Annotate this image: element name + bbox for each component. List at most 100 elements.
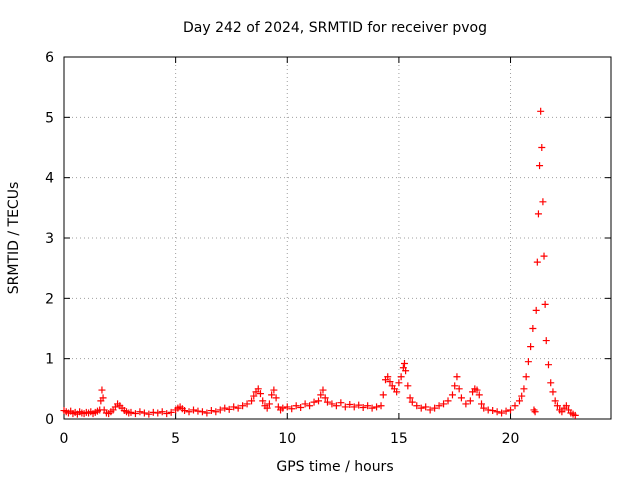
- data-point: [402, 367, 410, 375]
- data-point: [154, 409, 162, 417]
- data-point: [530, 406, 538, 414]
- data-point: [571, 411, 579, 419]
- data-point: [475, 391, 483, 399]
- data-point: [440, 400, 448, 408]
- data-point: [422, 403, 430, 411]
- data-point: [321, 394, 329, 402]
- data-point: [270, 386, 278, 394]
- data-point: [462, 400, 470, 408]
- data-point: [272, 394, 280, 402]
- data-point: [355, 401, 363, 409]
- data-point: [404, 382, 412, 390]
- data-point: [536, 162, 544, 170]
- data-point: [532, 306, 540, 314]
- x-axis-label: GPS time / hours: [276, 459, 393, 475]
- data-point: [417, 404, 425, 412]
- chart-title: Day 242 of 2024, SRMTID for receiver pvo…: [183, 20, 487, 36]
- data-point: [306, 402, 314, 410]
- data-point: [254, 385, 262, 393]
- data-point: [540, 252, 548, 260]
- data-point: [315, 397, 323, 405]
- data-point: [498, 409, 506, 417]
- y-tick-label: 3: [45, 231, 54, 247]
- data-point: [558, 408, 566, 416]
- data-point: [386, 378, 394, 386]
- data-point: [431, 404, 439, 412]
- data-point: [310, 398, 318, 406]
- data-point: [127, 408, 135, 416]
- data-point: [466, 397, 474, 405]
- data-point: [406, 394, 414, 402]
- data-point: [216, 406, 224, 414]
- data-point: [256, 390, 264, 398]
- data-point: [259, 397, 267, 405]
- x-tick-label: 0: [60, 431, 69, 447]
- data-point: [426, 406, 434, 414]
- data-point: [489, 407, 497, 415]
- data-point: [350, 403, 358, 411]
- data-point: [397, 373, 405, 381]
- data-point: [377, 402, 385, 410]
- data-point: [520, 385, 528, 393]
- data-point: [337, 399, 345, 407]
- data-point: [341, 403, 349, 411]
- data-point: [181, 407, 189, 415]
- data-point: [279, 404, 287, 412]
- data-point: [531, 408, 539, 416]
- data-point: [234, 404, 242, 412]
- data-point: [553, 402, 561, 410]
- data-point: [534, 210, 542, 218]
- data-point: [323, 398, 331, 406]
- data-point: [167, 408, 175, 416]
- data-point: [451, 382, 459, 390]
- data-point: [453, 373, 461, 381]
- data-point: [511, 402, 519, 410]
- data-point: [292, 402, 300, 410]
- x-tick-label: 5: [171, 431, 180, 447]
- data-point: [131, 410, 139, 418]
- data-point: [544, 361, 552, 369]
- data-point: [444, 397, 452, 405]
- data-point: [373, 403, 381, 411]
- data-point: [248, 397, 256, 405]
- data-point: [230, 403, 238, 411]
- data-point: [359, 404, 367, 412]
- data-point: [239, 402, 247, 410]
- data-point: [455, 385, 463, 393]
- data-point: [136, 408, 144, 416]
- data-point: [547, 379, 555, 387]
- data-point: [221, 404, 229, 412]
- y-axis-label: SRMTID / TECUs: [6, 182, 22, 295]
- data-point: [527, 343, 535, 351]
- data-point: [507, 406, 515, 414]
- data-point: [98, 386, 106, 394]
- data-point: [149, 408, 157, 416]
- data-point: [448, 391, 456, 399]
- data-series-srmtid: [60, 107, 579, 419]
- data-point: [484, 406, 492, 414]
- x-tick-label: 20: [502, 431, 520, 447]
- data-point: [364, 402, 372, 410]
- data-point: [541, 300, 549, 308]
- data-point: [145, 410, 153, 418]
- data-point: [493, 408, 501, 416]
- x-tick-label: 15: [390, 431, 408, 447]
- data-point: [346, 401, 354, 409]
- data-point: [400, 359, 408, 367]
- data-point: [538, 144, 546, 151]
- tick-labels: 0 5 10 15 20 0 1 2 3 4 5 6: [45, 50, 519, 447]
- x-tick-label: 10: [278, 431, 296, 447]
- data-point: [317, 391, 325, 399]
- data-point: [408, 398, 416, 406]
- data-point: [562, 402, 570, 410]
- data-point: [265, 400, 273, 408]
- data-point: [395, 379, 403, 387]
- data-point: [435, 402, 443, 410]
- data-point: [99, 394, 107, 402]
- data-point: [288, 405, 296, 413]
- data-point: [332, 402, 340, 410]
- data-point: [393, 388, 401, 396]
- data-point: [515, 397, 523, 405]
- data-point: [263, 404, 271, 412]
